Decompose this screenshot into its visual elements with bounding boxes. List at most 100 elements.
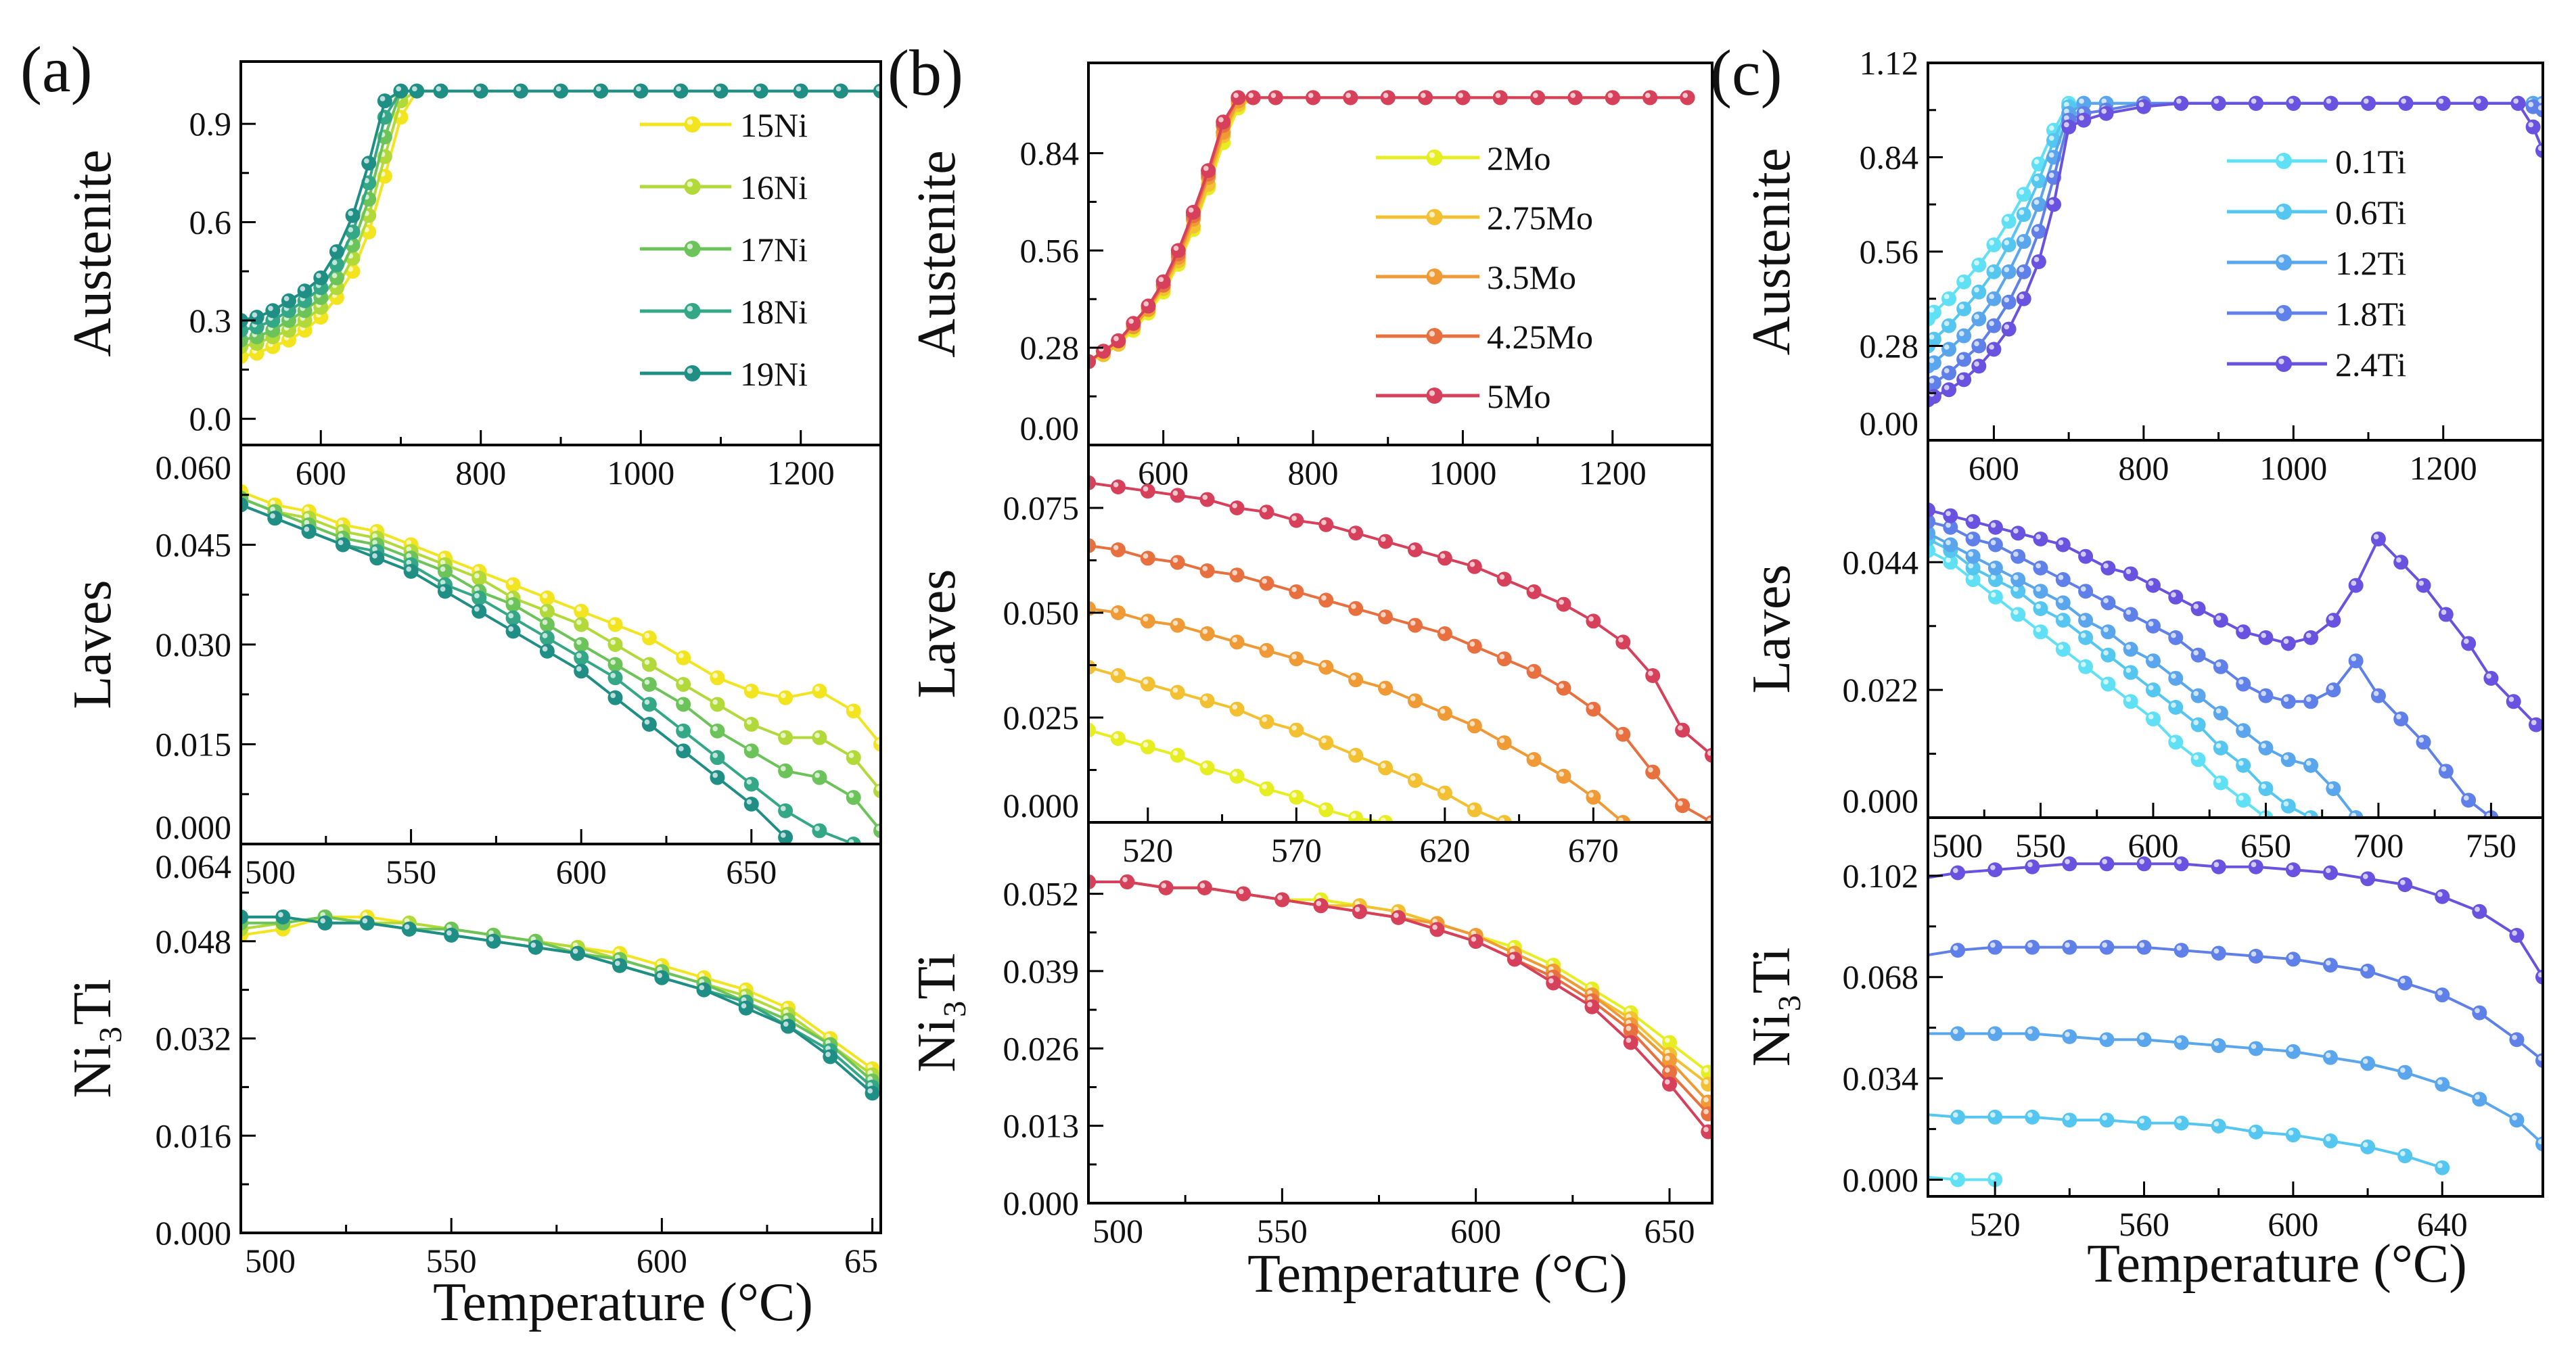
marker-fill (313, 270, 329, 285)
marker-highlight (2148, 656, 2154, 661)
data-point-2.4Ti (2010, 525, 2026, 541)
marker-fill (2099, 1113, 2115, 1128)
data-point-15Ni (743, 683, 759, 699)
legend-marker (1426, 328, 1443, 344)
marker-fill (2016, 234, 2031, 250)
marker-fill (607, 670, 623, 686)
legend-marker (684, 241, 701, 257)
marker-highlight (2441, 766, 2447, 772)
marker-highlight (1958, 354, 1964, 360)
marker-fill (1259, 781, 1274, 797)
series-line-19Ni (241, 915, 873, 1094)
marker-highlight (1946, 557, 1951, 563)
marker-fill (2348, 578, 2364, 593)
marker-fill (369, 551, 385, 566)
series-line-2.4Ti (1928, 509, 2537, 726)
y-axis-label: Ni₃Ti (1742, 947, 1801, 1067)
marker-fill (265, 303, 281, 319)
marker-fill (472, 590, 487, 606)
data-point-2.4Ti (2055, 537, 2071, 553)
marker-highlight (2048, 200, 2054, 205)
marker-highlight (1203, 166, 1209, 171)
marker-highlight (2058, 540, 2064, 546)
marker-fill (2276, 356, 2292, 372)
marker-highlight (508, 626, 514, 632)
data-point-5Mo (1391, 910, 1406, 925)
y-tick-label: 0.56 (1860, 233, 1919, 271)
marker-highlight (576, 606, 582, 612)
marker-fill (2276, 254, 2292, 271)
marker-fill (684, 179, 701, 195)
marker-highlight (1588, 616, 1594, 622)
marker-highlight (316, 273, 321, 279)
data-point-1.8Ti (2248, 948, 2263, 964)
data-point-5Mo (1199, 492, 1215, 507)
data-point-1.2Ti (2078, 613, 2094, 628)
x-tick-label: 550 (1257, 1212, 1308, 1250)
marker-highlight (1529, 586, 1535, 592)
marker-highlight (440, 553, 446, 559)
data-point-19Ni (738, 1000, 754, 1016)
legend-marker (2276, 204, 2292, 220)
data-point-3.5Mo (1437, 705, 1452, 721)
marker-highlight (1128, 319, 1134, 324)
marker-fill (2326, 613, 2341, 628)
marker-fill (1140, 484, 1155, 499)
marker-highlight (2528, 101, 2534, 108)
marker-highlight (1291, 515, 1297, 521)
marker-fill (505, 577, 521, 592)
marker-fill (2322, 865, 2338, 881)
data-point-0.1Ti (2001, 214, 2017, 229)
marker-highlight (2325, 960, 2331, 966)
marker-fill (1088, 538, 1096, 553)
data-point-1.2Ti (2123, 642, 2138, 657)
marker-highlight (2004, 266, 2010, 273)
y-tick-label: 0.000 (1843, 1161, 1919, 1198)
legend-item: 0.6Ti (2227, 193, 2406, 231)
marker-highlight (610, 639, 616, 645)
marker-highlight (687, 181, 693, 187)
marker-highlight (2486, 673, 2491, 679)
data-point-0.1Ti (2055, 642, 2071, 657)
data-point-2.4Ti (2248, 859, 2263, 874)
marker-highlight (304, 507, 310, 512)
marker-fill (2033, 560, 2048, 576)
marker-fill (1230, 90, 1246, 106)
data-point-2.4Ti (2360, 871, 2376, 887)
marker-fill (1971, 338, 1987, 354)
marker-highlight (2437, 1163, 2443, 1169)
data-point-0.6Ti (2258, 781, 2274, 797)
data-point-19Ni (574, 663, 589, 679)
data-point-2Mo (1289, 789, 1304, 805)
marker-highlight (2064, 115, 2069, 121)
marker-fill (1941, 318, 1957, 333)
marker-highlight (2079, 108, 2084, 114)
legend-item: 3.5Mo (1376, 258, 1576, 296)
marker-highlight (1316, 901, 1322, 906)
data-point-18Ni (574, 650, 589, 665)
marker-highlight (610, 659, 616, 665)
marker-highlight (2215, 743, 2222, 749)
data-point-16Ni (539, 603, 555, 619)
panel-label: (a) (20, 33, 93, 106)
marker-fill (1141, 298, 1156, 314)
data-point-5Mo (1289, 513, 1304, 528)
marker-fill (1158, 880, 1174, 895)
marker-fill (2393, 711, 2409, 727)
data-point-19Ni (612, 958, 628, 973)
legend-label: 15Ni (740, 106, 808, 144)
marker-highlight (2019, 189, 2025, 195)
marker-highlight (1944, 321, 1950, 327)
data-point-2.4Ti (2435, 95, 2451, 111)
marker-highlight (1944, 385, 1950, 390)
data-point-19Ni (444, 927, 459, 943)
marker-highlight (331, 260, 338, 266)
data-point-5Mo (1236, 886, 1251, 902)
marker-highlight (474, 586, 480, 592)
x-tick-label: 800 (455, 454, 506, 492)
data-point-4.25Mo (1556, 680, 1571, 696)
data-point-1.8Ti (2435, 987, 2450, 1003)
data-point-19Ni (486, 933, 501, 949)
data-point-0.6Ti (2168, 699, 2184, 715)
marker-fill (2472, 1005, 2487, 1021)
